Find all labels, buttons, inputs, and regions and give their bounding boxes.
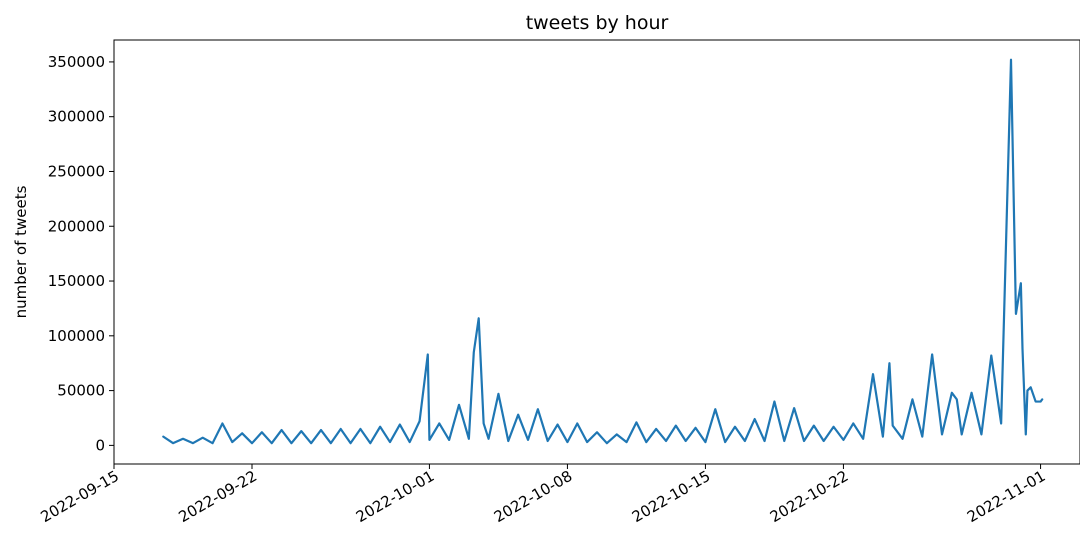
y-tick-label: 100000 — [48, 327, 105, 345]
plot-area — [162, 58, 1044, 445]
y-tick-label: 350000 — [48, 53, 105, 71]
plot-frame — [113, 39, 1080, 465]
y-axis: 0 50000 100000 150000 200000 250000 300000 3500… — [48, 53, 114, 454]
x-tick-label: 2022-10-08 — [491, 467, 576, 526]
x-tick-label: 2022-10-22 — [767, 467, 852, 526]
y-axis-label: number of tweets — [12, 185, 30, 318]
x-tick-label: 2022-10-15 — [629, 467, 714, 526]
x-tick-label: 2022-11-01 — [964, 467, 1049, 526]
x-tick-label: 2022-09-15 — [37, 467, 122, 526]
x-tick-label: 2022-10-01 — [353, 467, 438, 526]
chart-title: tweets by hour — [526, 12, 669, 34]
y-tick-label: 300000 — [48, 108, 105, 126]
y-tick-label: 50000 — [57, 382, 105, 400]
series-line-0 — [162, 58, 1044, 445]
x-tick-label: 2022-09-22 — [175, 467, 260, 526]
x-axis: 2022-09-15 2022-09-22 2022-10-01 2022-10-08… — [37, 464, 1049, 526]
y-tick-label: 150000 — [48, 272, 105, 290]
y-tick-label: 200000 — [48, 217, 105, 235]
y-tick-label: 0 — [95, 436, 105, 454]
y-tick-label: 250000 — [48, 162, 105, 180]
